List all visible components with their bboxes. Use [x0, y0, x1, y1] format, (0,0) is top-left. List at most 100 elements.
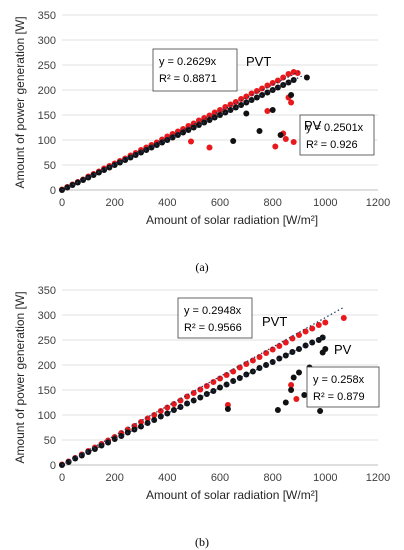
y-axis-title: Amount of power generation [W] — [13, 291, 27, 463]
data-point-pvt — [151, 412, 158, 418]
y-tick-label: 50 — [44, 160, 56, 172]
data-point-pvt — [206, 112, 213, 119]
data-point-pvt — [288, 99, 295, 106]
data-point-pvt — [269, 80, 276, 86]
data-point-pvt — [164, 404, 171, 411]
data-point-pvt — [184, 393, 191, 400]
x-tick-label: 1200 — [366, 197, 390, 209]
data-point-pvt — [288, 382, 295, 388]
data-point-pv — [132, 152, 139, 158]
y-tick-label: 150 — [38, 385, 56, 397]
data-point-pvt — [322, 319, 329, 326]
trend-equation: y = 0.2501x — [306, 122, 364, 134]
x-tick-label: 600 — [211, 197, 229, 209]
data-point-pvt — [282, 136, 289, 142]
data-point-pv — [263, 362, 270, 368]
data-point-pv — [122, 157, 129, 163]
trendline-pv — [61, 335, 326, 466]
data-point-pvt — [269, 346, 276, 353]
x-tick-label: 400 — [158, 472, 176, 484]
y-tick-label: 250 — [38, 335, 56, 347]
data-point-pvt — [230, 368, 237, 375]
data-point-pvt — [259, 85, 266, 92]
data-point-pvt — [274, 77, 281, 84]
trend-r-squared: R² = 0.879 — [313, 391, 365, 403]
data-point-pv — [64, 184, 71, 191]
x-axis-title: Amount of solar radiation [W/m²] — [146, 213, 318, 227]
trend-r-squared: R² = 0.9566 — [184, 322, 242, 334]
trend-r-squared: R² = 0.926 — [306, 139, 358, 151]
trend-r-squared: R² = 0.8871 — [159, 73, 217, 85]
panel-caption: (b) — [195, 535, 209, 549]
data-point-pv — [238, 102, 245, 108]
data-point-pv — [111, 436, 118, 442]
series-label-pvt: PVT — [262, 314, 287, 329]
data-point-pvt — [195, 117, 202, 124]
y-tick-label: 200 — [38, 85, 56, 97]
data-point-pvt — [256, 354, 263, 360]
data-point-pvt — [276, 343, 283, 349]
y-axis-title: Amount of power generation [W] — [13, 16, 27, 188]
data-point-pvt — [309, 325, 316, 332]
data-point-pv — [274, 84, 281, 91]
data-point-pvt — [290, 139, 297, 145]
data-point-pv — [256, 128, 263, 134]
data-point-pv — [159, 139, 166, 146]
trendline-pv — [61, 74, 305, 191]
data-point-pv — [217, 384, 223, 391]
data-point-pv — [296, 346, 302, 352]
data-point-pvt — [249, 357, 256, 364]
data-point-pv — [317, 408, 324, 414]
x-tick-label: 400 — [158, 197, 176, 209]
data-point-pv — [190, 124, 197, 131]
data-point-pv — [243, 110, 250, 117]
data-point-pv — [217, 112, 223, 118]
data-point-pvt — [217, 107, 223, 113]
data-point-pv — [288, 92, 295, 98]
data-point-pv — [138, 149, 144, 156]
data-point-pvt — [289, 335, 296, 342]
data-point-pv — [248, 97, 255, 103]
trendline-pvt — [61, 306, 345, 466]
data-point-pvt — [197, 386, 204, 393]
data-point-pvt — [315, 322, 322, 328]
y-tick-label: 350 — [38, 285, 56, 297]
x-tick-label: 200 — [105, 197, 123, 209]
equation-box-pvt — [152, 48, 238, 92]
x-tick-label: 0 — [59, 197, 65, 209]
data-point-pvt — [210, 379, 217, 385]
data-point-pv — [302, 342, 309, 349]
data-point-pvt — [203, 383, 210, 389]
y-tick-label: 250 — [38, 60, 56, 72]
data-point-pvt — [206, 144, 213, 151]
y-tick-label: 50 — [44, 435, 56, 447]
data-point-pv — [118, 433, 125, 439]
data-point-pv — [322, 346, 329, 352]
x-tick-label: 800 — [263, 197, 281, 209]
data-point-pv — [319, 334, 326, 341]
data-point-pv — [296, 369, 302, 376]
data-point-pv — [301, 392, 308, 398]
y-tick-label: 0 — [50, 460, 56, 472]
data-point-pvt — [294, 70, 301, 76]
data-point-pvt — [170, 401, 177, 407]
data-point-pvt — [217, 375, 223, 382]
x-tick-label: 200 — [105, 472, 123, 484]
data-point-pv — [277, 132, 284, 138]
x-tick-label: 1000 — [313, 472, 337, 484]
data-point-pvt — [285, 71, 292, 77]
x-tick-label: 600 — [211, 472, 229, 484]
x-axis-title: Amount of solar radiation [W/m²] — [146, 488, 318, 502]
data-point-pv — [276, 355, 283, 362]
equation-box-pv — [306, 366, 380, 408]
data-point-pvt — [264, 108, 271, 114]
data-point-pv — [69, 182, 76, 188]
trend-equation: y = 0.2948x — [184, 305, 242, 317]
data-point-pvt — [282, 339, 289, 346]
data-point-pvt — [157, 408, 164, 414]
data-point-pv — [303, 74, 310, 81]
y-tick-label: 300 — [38, 35, 56, 47]
data-point-pv — [195, 122, 202, 128]
data-point-pvt — [223, 372, 230, 378]
